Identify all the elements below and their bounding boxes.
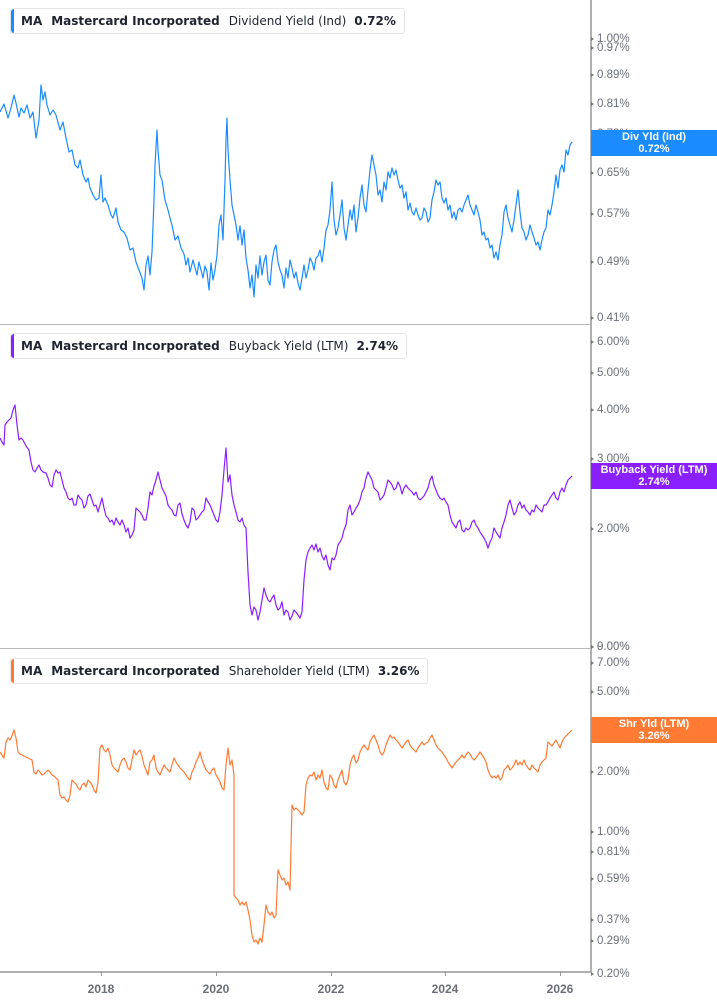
legend-metric: Buyback Yield (LTM) bbox=[228, 339, 349, 353]
y-tick: 1.00% bbox=[591, 826, 630, 838]
legend-color-bar bbox=[11, 659, 14, 683]
y-tick: 0.57% bbox=[591, 208, 630, 220]
y-tick: 0.37% bbox=[591, 914, 630, 926]
x-tick-mark bbox=[560, 971, 561, 976]
current-value-badge-dividend: Div Yld (Ind) 0.72% bbox=[591, 130, 717, 156]
legend-value: 3.26% bbox=[377, 664, 420, 678]
x-tick-label: 2018 bbox=[87, 982, 115, 996]
y-tick: 5.00% bbox=[591, 686, 630, 698]
y-tick: 0.97% bbox=[591, 42, 630, 54]
x-tick-label: 2024 bbox=[431, 982, 459, 996]
y-tick: 6.00% bbox=[591, 336, 630, 348]
x-axis-line bbox=[0, 971, 592, 973]
y-tick: 0.59% bbox=[591, 873, 630, 885]
y-tick: 0.20% bbox=[591, 968, 630, 980]
badge-value: 3.26% bbox=[638, 730, 670, 742]
y-tick: 0.65% bbox=[591, 167, 630, 179]
y-tick: 2.00% bbox=[591, 766, 630, 778]
pane-divider-1 bbox=[0, 324, 590, 325]
legend-dividend-yield[interactable]: MA Mastercard Incorporated Dividend Yiel… bbox=[10, 8, 405, 34]
legend-metric: Shareholder Yield (LTM) bbox=[228, 664, 370, 678]
badge-label: Shr Yld (LTM) bbox=[618, 718, 690, 730]
current-value-badge-buyback: Buyback Yield (LTM) 2.74% bbox=[591, 463, 717, 489]
y-tick: 0.81% bbox=[591, 98, 630, 110]
x-tick-label: 2020 bbox=[202, 982, 230, 996]
y-tick: 4.00% bbox=[591, 404, 630, 416]
buyback-yield-line bbox=[0, 404, 573, 621]
x-tick-mark bbox=[101, 971, 102, 976]
y-tick: 0.29% bbox=[591, 935, 630, 947]
y-tick: 0.81% bbox=[591, 846, 630, 858]
x-tick-label: 2022 bbox=[317, 982, 345, 996]
current-value-badge-shareholder: Shr Yld (LTM) 3.26% bbox=[591, 717, 717, 743]
x-tick-mark bbox=[216, 971, 217, 976]
legend-buyback-yield[interactable]: MA Mastercard Incorporated Buyback Yield… bbox=[10, 333, 408, 359]
badge-label: Buyback Yield (LTM) bbox=[600, 464, 708, 476]
chart-plot-area bbox=[0, 84, 573, 945]
y-tick: 7.00% bbox=[591, 657, 630, 669]
pane-divider-2 bbox=[0, 648, 590, 649]
y-tick: 3.00% bbox=[591, 453, 630, 465]
x-tick-mark bbox=[445, 971, 446, 976]
y-tick: 1.00% bbox=[591, 33, 630, 45]
y-tick: 0.41% bbox=[591, 312, 630, 324]
legend-value: 2.74% bbox=[356, 339, 399, 353]
shareholder-yield-line bbox=[0, 729, 573, 945]
legend-color-bar bbox=[11, 334, 14, 358]
legend-company: Mastercard Incorporated bbox=[51, 14, 220, 28]
y-tick: 9.00% bbox=[591, 641, 630, 653]
x-tick-mark bbox=[331, 971, 332, 976]
legend-ticker: MA bbox=[21, 339, 43, 353]
badge-value: 2.74% bbox=[638, 476, 670, 488]
y-tick: 2.00% bbox=[591, 523, 630, 535]
legend-company: Mastercard Incorporated bbox=[51, 339, 220, 353]
legend-value: 0.72% bbox=[354, 14, 396, 28]
y-tick: 5.00% bbox=[591, 367, 630, 379]
legend-color-bar bbox=[11, 9, 14, 33]
badge-label: Div Yld (Ind) bbox=[622, 131, 686, 143]
y-tick: 0.49% bbox=[591, 256, 630, 268]
legend-ticker: MA bbox=[21, 14, 43, 28]
y-tick: 0.89% bbox=[591, 69, 630, 81]
legend-shareholder-yield[interactable]: MA Mastercard Incorporated Shareholder Y… bbox=[10, 658, 429, 684]
x-tick-label: 2026 bbox=[546, 982, 574, 996]
badge-value: 0.72% bbox=[638, 143, 670, 155]
legend-ticker: MA bbox=[21, 664, 43, 678]
legend-company: Mastercard Incorporated bbox=[51, 664, 220, 678]
legend-metric: Dividend Yield (Ind) bbox=[228, 14, 347, 28]
dividend-yield-line bbox=[0, 84, 573, 298]
